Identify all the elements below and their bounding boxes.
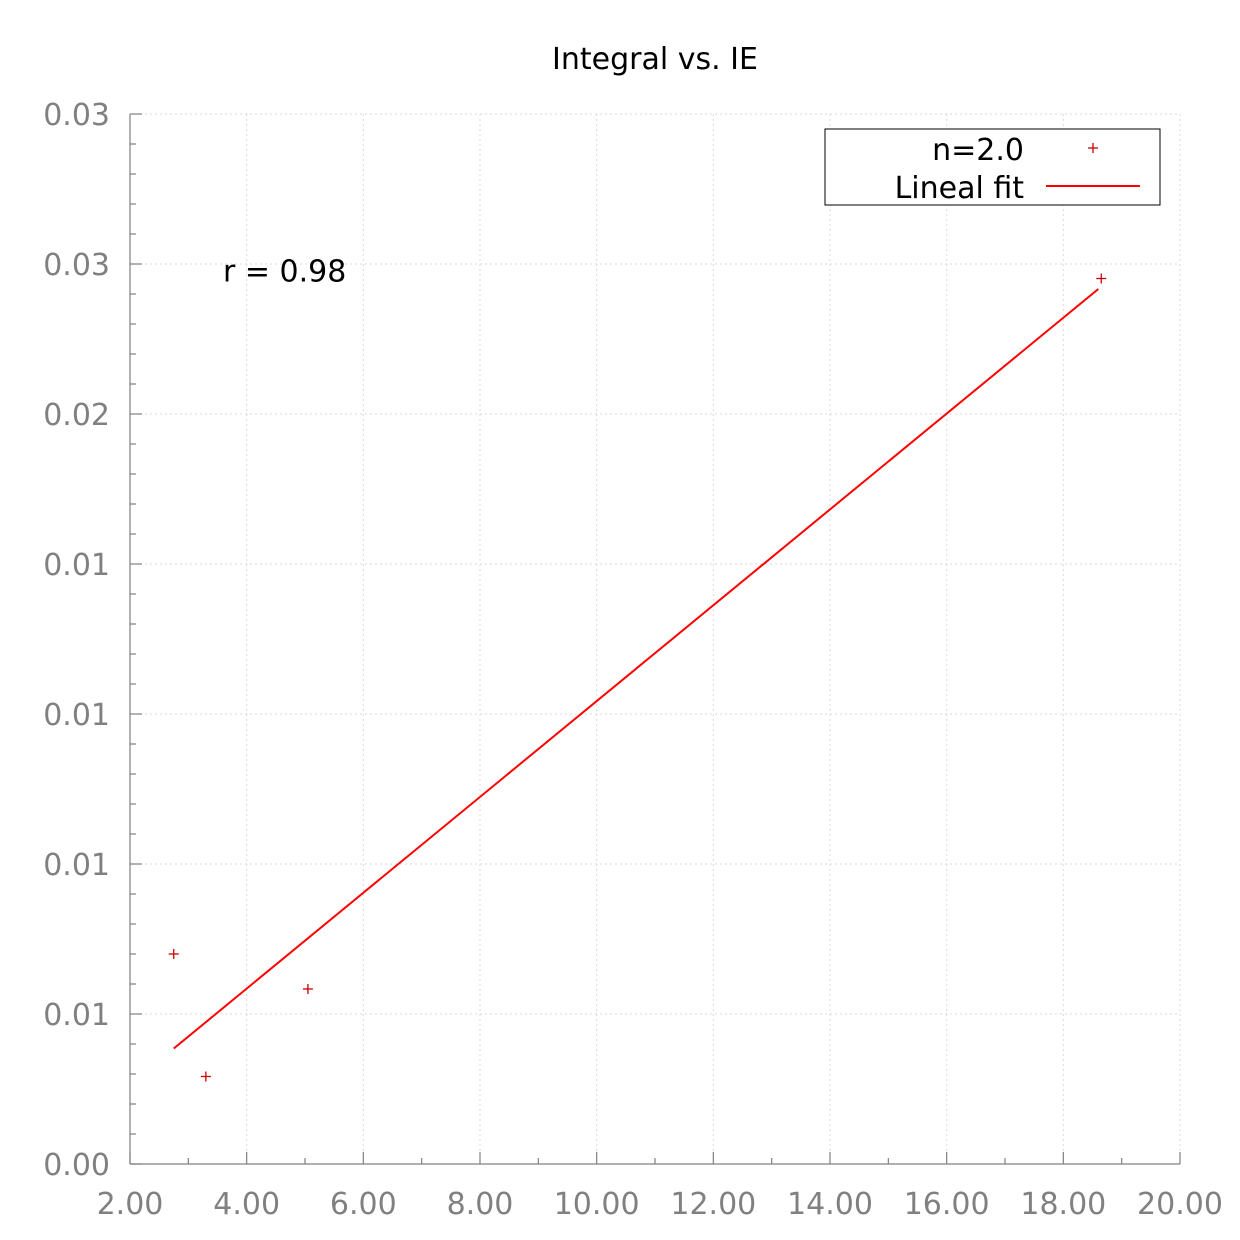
x-tick-label: 10.00: [554, 1187, 640, 1222]
data-point: [200, 1071, 211, 1082]
data-point: [1096, 273, 1107, 284]
legend-marker-swatch: [1088, 143, 1098, 153]
x-tick-label: 4.00: [213, 1187, 280, 1222]
data-point: [302, 984, 313, 994]
y-tick-label: 0.01: [43, 848, 110, 883]
x-tick-label: 16.00: [904, 1187, 990, 1222]
data-point: [168, 949, 179, 959]
x-axis-ticks: 2.00 4.00 6.00 8.00 10.00 12.00 14.00 16.00 18.0…: [97, 1152, 1223, 1222]
y-tick-label: 0.01: [43, 698, 110, 733]
y-tick-label: 0.01: [43, 998, 110, 1033]
chart-title: Integral vs. IE: [552, 42, 758, 77]
legend-box: [824, 128, 1161, 206]
annotations: r = 0.98: [223, 255, 346, 290]
y-tick-label: 0.00: [43, 1148, 110, 1183]
x-tick-label: 14.00: [787, 1187, 873, 1222]
y-axis-ticks: 0.00 0.01 0.01 0.01 0.01 0.02 0.03 0.03: [43, 98, 142, 1183]
y-tick-label: 0.01: [43, 548, 110, 583]
x-tick-label: 8.00: [447, 1187, 514, 1222]
x-tick-label: 20.00: [1137, 1187, 1223, 1222]
x-tick-label: 2.00: [97, 1187, 164, 1222]
legend-label: n=2.0: [932, 133, 1024, 168]
x-tick-label: 12.00: [670, 1187, 756, 1222]
plot-series: [168, 273, 1107, 1082]
y-tick-label: 0.03: [43, 98, 110, 133]
x-tick-label: 18.00: [1020, 1187, 1106, 1222]
fit-line: [173, 288, 1099, 1050]
x-tick-label: 6.00: [330, 1187, 397, 1222]
y-tick-label: 0.02: [43, 398, 110, 433]
legend-label: Lineal fit: [895, 171, 1025, 206]
y-tick-label: 0.03: [43, 248, 110, 283]
correlation-annotation: r = 0.98: [223, 255, 346, 290]
